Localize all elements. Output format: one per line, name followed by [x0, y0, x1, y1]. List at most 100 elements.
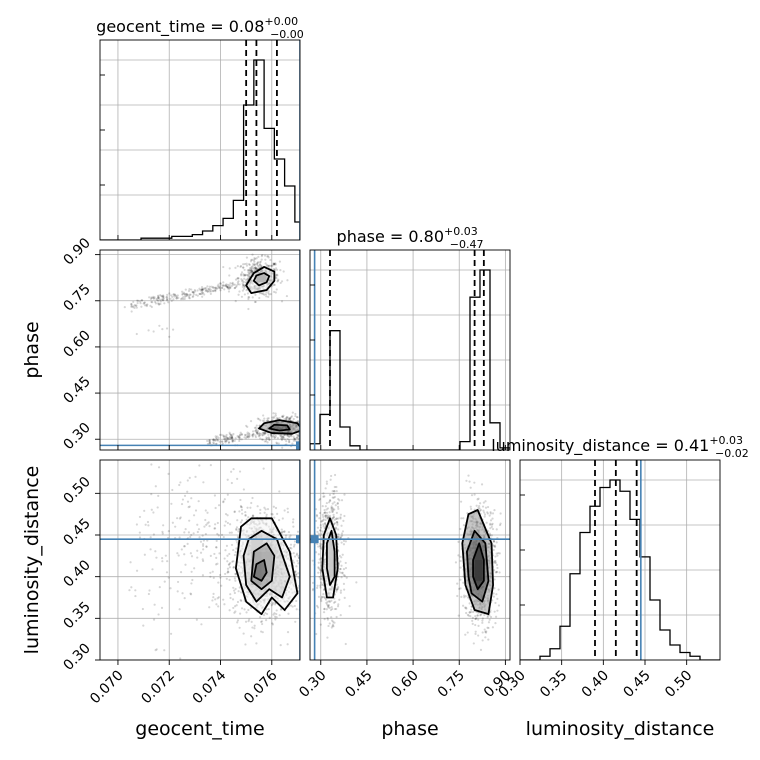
- sample-point: [301, 422, 303, 424]
- sample-point: [316, 542, 319, 546]
- sample-point: [303, 428, 305, 430]
- sample-point: [226, 437, 230, 440]
- sample-point: [459, 500, 463, 503]
- sample-point: [212, 438, 215, 441]
- panel-geocent_time-geocent_time: [99, 39, 301, 241]
- sample-point: [235, 284, 238, 287]
- sample-point: [491, 512, 495, 515]
- sample-point: [251, 253, 254, 256]
- sample-point: [267, 417, 270, 420]
- sample-point: [150, 463, 153, 466]
- sample-point: [286, 437, 289, 441]
- sample-point: [242, 280, 245, 284]
- sample-point: [233, 286, 237, 289]
- sample-point: [335, 607, 338, 611]
- sample-point: [276, 274, 279, 277]
- sample-point: [481, 621, 484, 624]
- sample-point: [228, 285, 231, 288]
- sample-point: [467, 614, 470, 617]
- sample-point: [252, 259, 256, 262]
- sample-point: [489, 615, 493, 619]
- sample-point: [497, 552, 500, 555]
- sample-point: [340, 499, 344, 502]
- sample-point: [157, 294, 160, 297]
- sample-point: [262, 613, 266, 617]
- sample-point: [457, 540, 460, 543]
- ytick-label: 0.90: [60, 235, 93, 268]
- sample-point: [490, 534, 493, 537]
- sample-point: [324, 422, 326, 424]
- sample-point: [243, 274, 247, 277]
- sample-point: [192, 293, 195, 296]
- sample-point: [243, 433, 247, 436]
- sample-point: [228, 432, 232, 436]
- sample-point: [159, 293, 162, 297]
- sample-point: [225, 439, 228, 442]
- sample-point: [231, 282, 234, 285]
- sample-point: [175, 295, 178, 298]
- sample-point: [152, 297, 156, 300]
- sample-point: [481, 639, 484, 642]
- sample-point: [472, 610, 475, 614]
- sample-point: [160, 294, 163, 298]
- sample-point: [297, 435, 300, 438]
- sample-point: [331, 623, 335, 626]
- sample-point: [322, 611, 326, 614]
- sample-point: [319, 526, 323, 529]
- sample-point: [229, 434, 233, 437]
- sample-point: [481, 617, 484, 620]
- sample-point: [224, 549, 227, 552]
- sample-point: [263, 431, 266, 435]
- sample-point: [470, 494, 474, 497]
- sample-point: [474, 614, 477, 618]
- sample-point: [241, 282, 244, 285]
- sample-point: [493, 540, 496, 543]
- sample-point: [295, 573, 298, 577]
- sample-point: [209, 288, 212, 291]
- sample-point: [178, 483, 181, 487]
- sample-point: [322, 588, 326, 592]
- sample-point: [333, 607, 337, 611]
- sample-point: [301, 434, 303, 436]
- sample-point: [316, 606, 320, 609]
- sample-point: [294, 620, 297, 623]
- sample-point: [176, 552, 179, 555]
- sample-point: [251, 271, 254, 274]
- sample-point: [226, 439, 229, 442]
- sample-point: [493, 544, 497, 547]
- sample-point: [247, 272, 251, 275]
- sample-point: [304, 425, 306, 427]
- sample-point: [293, 555, 297, 558]
- sample-point: [221, 442, 224, 445]
- sample-point: [320, 520, 323, 523]
- sample-point: [488, 533, 492, 537]
- sample-point: [153, 296, 156, 299]
- sample-point: [288, 435, 291, 439]
- sample-point: [180, 290, 184, 293]
- sample-point: [256, 429, 259, 432]
- sample-point: [331, 510, 334, 513]
- sample-point: [463, 594, 466, 597]
- sample-point: [259, 620, 263, 623]
- sample-point: [474, 617, 477, 621]
- sample-point: [244, 437, 248, 440]
- sample-point: [248, 618, 251, 621]
- sample-point: [331, 607, 334, 611]
- sample-point: [217, 581, 220, 584]
- sample-point: [320, 583, 323, 586]
- sample-point: [259, 261, 262, 264]
- sample-point: [254, 293, 257, 296]
- sample-point: [269, 264, 273, 267]
- sample-point: [234, 278, 238, 281]
- sample-point: [331, 496, 334, 499]
- sample-point: [467, 474, 470, 477]
- sample-point: [264, 258, 267, 261]
- sample-point: [342, 543, 346, 546]
- sample-point: [317, 553, 320, 556]
- sample-point: [468, 602, 471, 605]
- sample-point: [264, 431, 267, 434]
- sample-point: [234, 300, 237, 303]
- sample-point: [342, 573, 345, 577]
- contour-level: [268, 423, 291, 432]
- sample-point: [173, 295, 176, 298]
